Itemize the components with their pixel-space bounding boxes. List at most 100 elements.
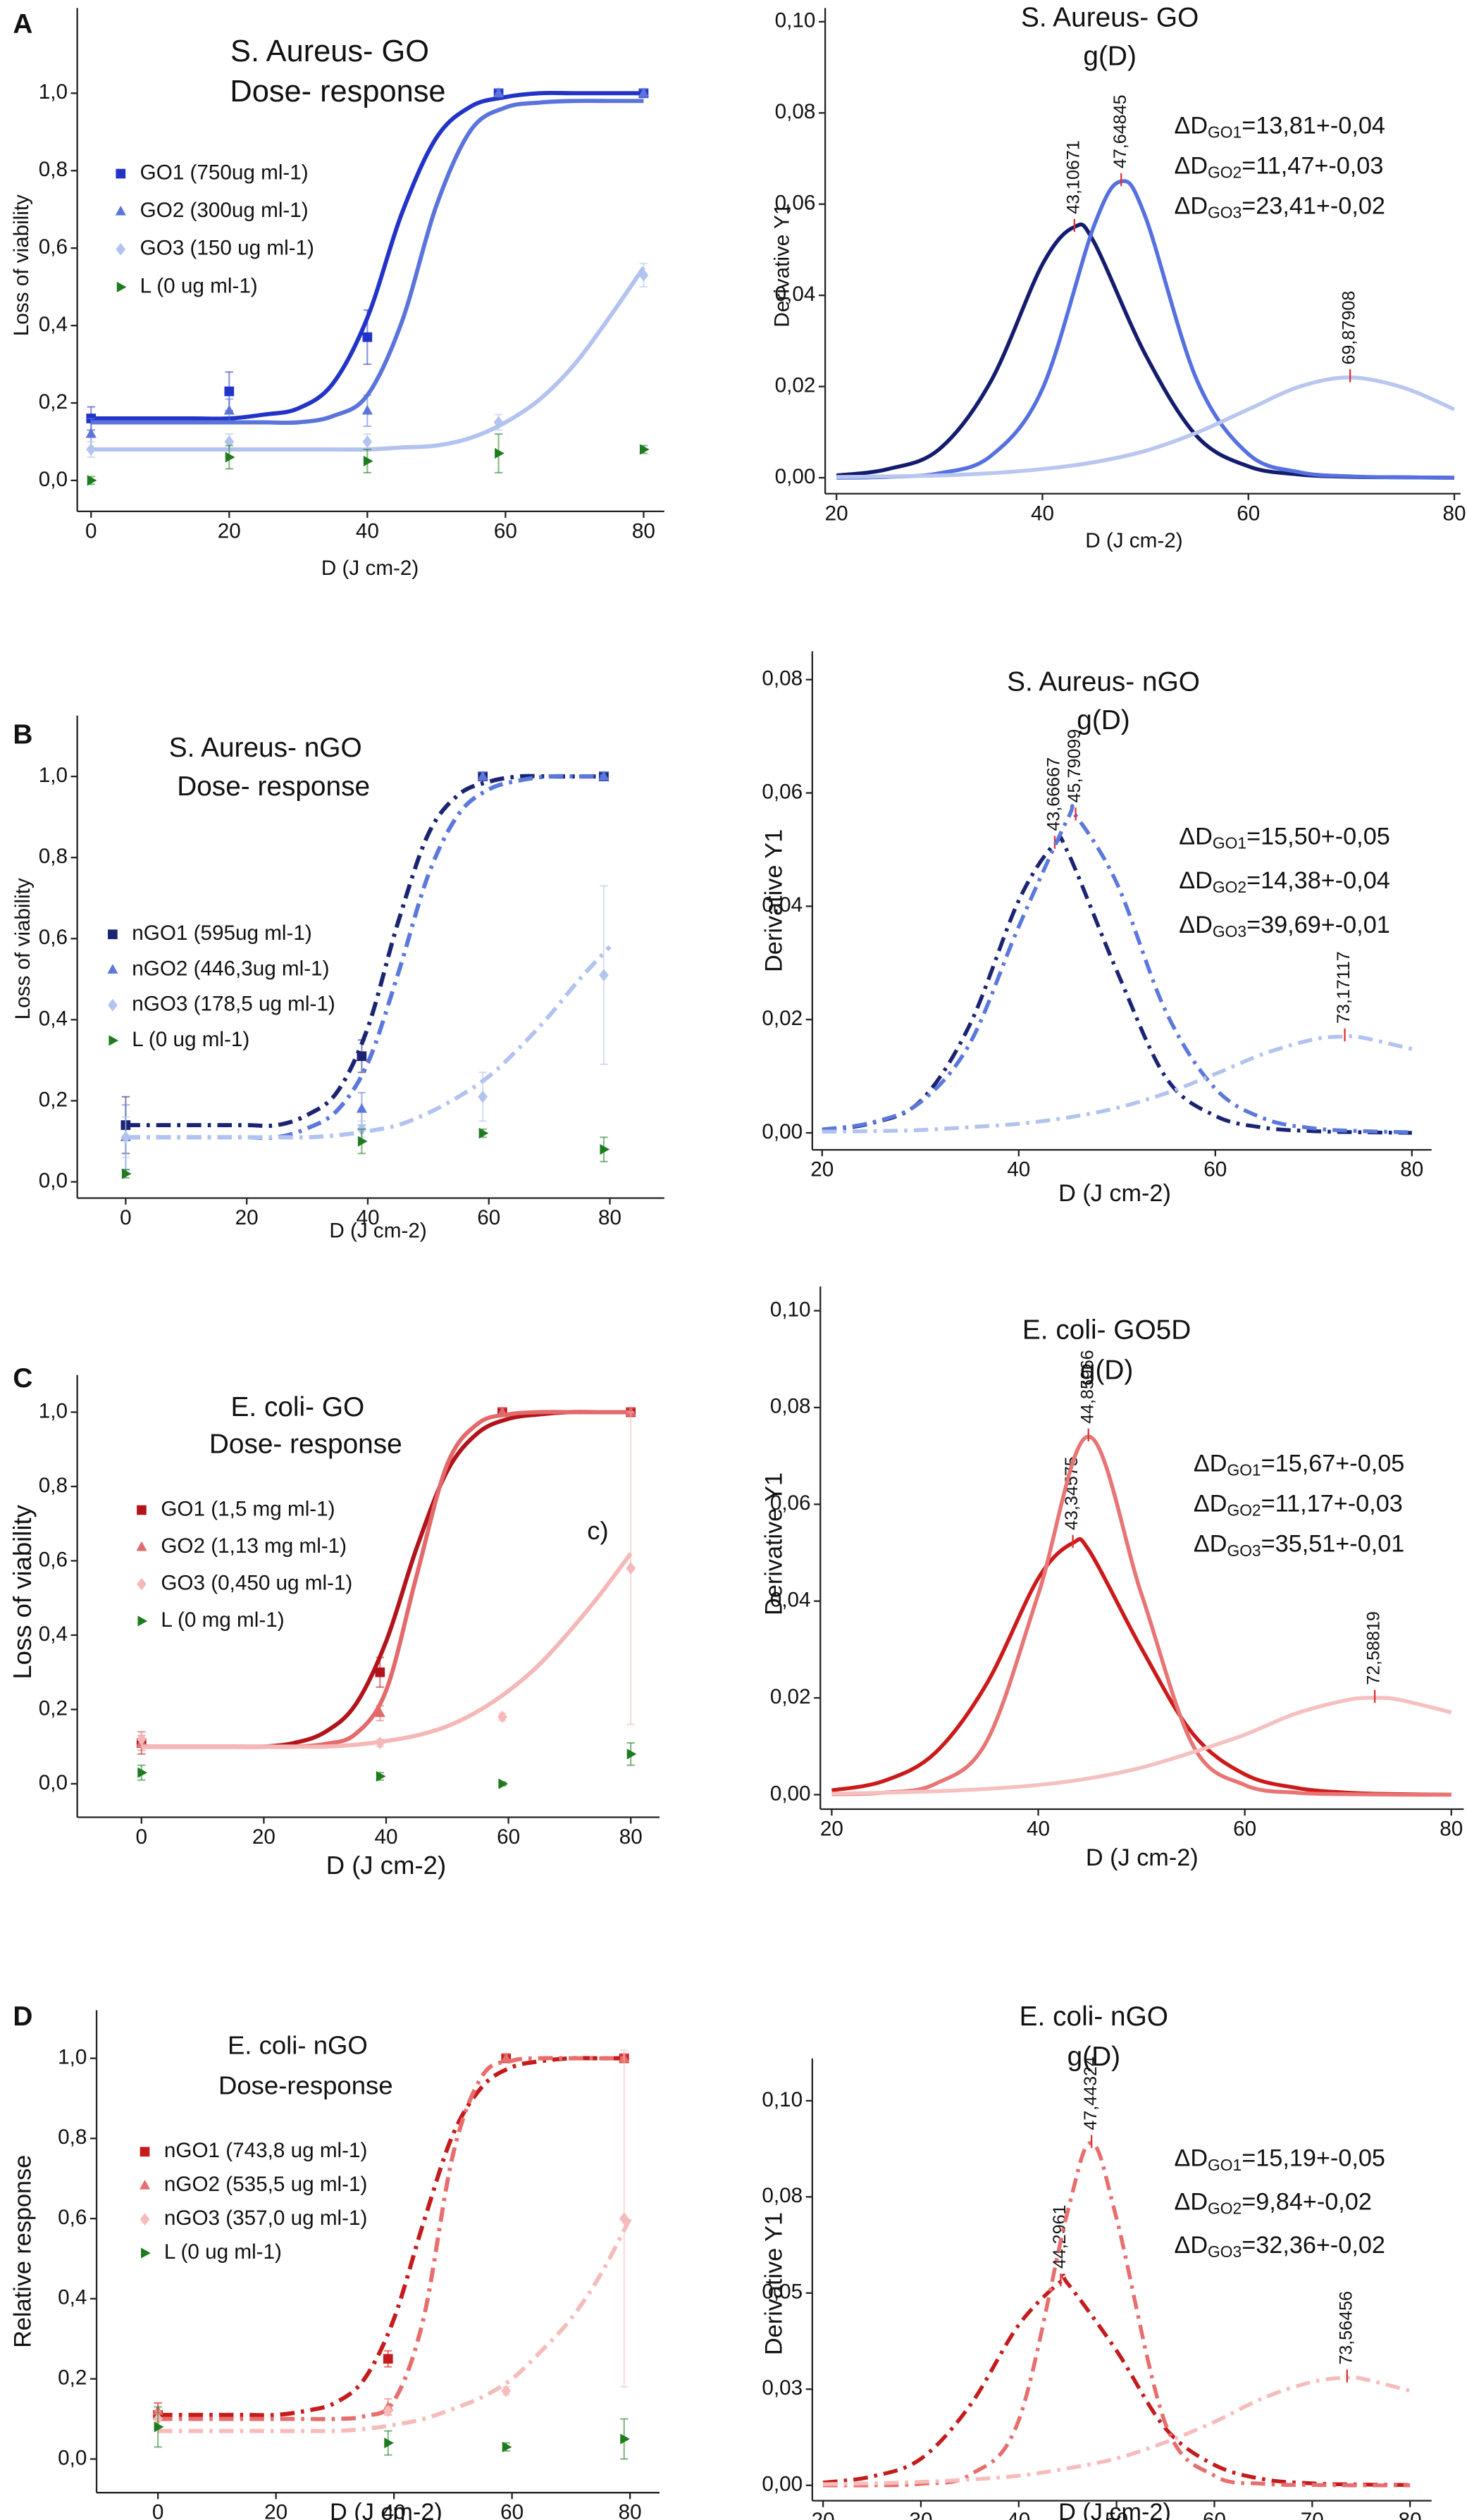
annotation-text: =15,67+-0,05 bbox=[1261, 1451, 1405, 1477]
legend-label: nGO1 (743,8 ug ml-1) bbox=[164, 2139, 367, 2162]
y-axis-label: Derivative Y1 bbox=[771, 204, 794, 328]
x-axis-label: D (J cm-2) bbox=[330, 2499, 442, 2520]
annotation-subscript: GO3 bbox=[1208, 204, 1242, 222]
y-tick-label: 0,08 bbox=[775, 100, 816, 123]
legend-marker bbox=[115, 205, 126, 216]
marker bbox=[500, 2052, 512, 2063]
y-tick-label: 0,03 bbox=[762, 2376, 803, 2400]
y-tick-label: 0,00 bbox=[775, 465, 816, 488]
legend-marker bbox=[107, 964, 118, 974]
y-tick-label: 0,10 bbox=[762, 2088, 803, 2111]
annotation: ΔDGO1=13,81+-0,04 bbox=[1174, 112, 1385, 141]
panel-label: B bbox=[13, 720, 32, 750]
legend-label: nGO3 (178,5 ug ml-1) bbox=[132, 993, 335, 1016]
marker bbox=[223, 404, 235, 415]
x-tick-label: 80 bbox=[619, 2501, 642, 2520]
marker bbox=[137, 1767, 148, 1778]
annotation-symbol: ΔD bbox=[1174, 152, 1208, 179]
x-tick-label: 70 bbox=[1301, 2509, 1324, 2520]
annotation-text: =23,41+-0,02 bbox=[1242, 193, 1385, 220]
legend-label: L (0 ug ml-1) bbox=[140, 274, 258, 297]
legend-marker bbox=[108, 929, 118, 940]
legend-label: nGO3 (357,0 ug ml-1) bbox=[164, 2206, 367, 2230]
marker bbox=[362, 332, 373, 342]
legend-label: L (0 mg ml-1) bbox=[161, 1608, 284, 1632]
derivative-curve bbox=[822, 835, 1412, 1135]
marker bbox=[225, 452, 235, 463]
panel-label: D bbox=[13, 2001, 32, 2032]
y-tick-label: 0,4 bbox=[39, 1007, 68, 1030]
y-tick-label: 1,0 bbox=[39, 80, 68, 104]
legend-marker bbox=[137, 1615, 148, 1627]
derivative-curve bbox=[831, 1537, 1451, 1797]
y-tick-label: 1,0 bbox=[39, 764, 68, 787]
legend-label: nGO2 (446,3ug ml-1) bbox=[132, 957, 329, 980]
annotation-subscript: GO1 bbox=[1208, 2156, 1242, 2174]
fit-curve bbox=[125, 774, 610, 1141]
legend-marker bbox=[137, 1577, 147, 1591]
chart-title: E. coli- nGO bbox=[1020, 2001, 1168, 2032]
marker bbox=[495, 447, 505, 459]
legend-label: GO3 (150 ug ml-1) bbox=[140, 237, 314, 260]
x-tick-label: 60 bbox=[1237, 502, 1260, 525]
y-axis-label: Derivative Y1 bbox=[760, 2212, 787, 2355]
annotation: ΔDGO3=23,41+-0,02 bbox=[1174, 193, 1385, 222]
x-tick-label: 60 bbox=[1233, 1818, 1256, 1841]
marker bbox=[357, 1051, 367, 1062]
legend-marker bbox=[108, 998, 118, 1012]
y-tick-label: 0,8 bbox=[39, 1474, 68, 1497]
y-tick-label: 1,0 bbox=[58, 2045, 87, 2068]
annotation: ΔDGO3=39,69+-0,01 bbox=[1179, 912, 1389, 941]
y-axis-label: Loss of viability bbox=[11, 878, 35, 1019]
annotation-symbol: ΔD bbox=[1174, 2145, 1208, 2172]
annotation: ΔDGO3=35,51+-0,01 bbox=[1194, 1531, 1404, 1560]
y-tick-label: 0,02 bbox=[775, 374, 816, 397]
legend-marker bbox=[140, 2147, 150, 2157]
x-tick-label: 40 bbox=[356, 519, 379, 542]
marker bbox=[121, 1168, 132, 1179]
y-tick-label: 0,02 bbox=[770, 1685, 811, 1708]
x-tick-label: 60 bbox=[500, 2501, 524, 2520]
legend-marker bbox=[116, 168, 126, 179]
derivative-curve bbox=[831, 1696, 1452, 1796]
legend-marker bbox=[116, 281, 127, 292]
y-tick-label: 0,00 bbox=[762, 1120, 803, 1143]
marker bbox=[224, 386, 235, 397]
y-tick-label: 0,4 bbox=[39, 313, 68, 336]
y-axis-label: Relative response bbox=[9, 2155, 36, 2348]
annotation-text: =14,38+-0,04 bbox=[1246, 867, 1390, 894]
legend-label: GO2 (300ug ml-1) bbox=[140, 199, 309, 222]
panel-label: A bbox=[13, 9, 32, 39]
x-tick-label: 30 bbox=[909, 2509, 932, 2520]
y-axis-label: Loss of viability bbox=[10, 194, 33, 336]
annotation: ΔDGO2=9,84+-0,02 bbox=[1174, 2188, 1371, 2217]
annotation: ΔDGO1=15,67+-0,05 bbox=[1194, 1451, 1404, 1479]
annotation-text: =15,19+-0,05 bbox=[1242, 2145, 1385, 2172]
legend-label: nGO1 (595ug ml-1) bbox=[132, 921, 311, 945]
marker bbox=[374, 1707, 385, 1718]
fit-curve bbox=[158, 2056, 631, 2421]
annotation: ΔDGO2=11,17+-0,03 bbox=[1194, 1491, 1403, 1520]
annotation-symbol: ΔD bbox=[1194, 1531, 1227, 1558]
marker bbox=[87, 475, 97, 486]
y-tick-label: 0,0 bbox=[39, 468, 68, 491]
chart-title: Dose- response bbox=[177, 771, 370, 802]
annotation-symbol: ΔD bbox=[1194, 1491, 1227, 1517]
y-tick-label: 0,05 bbox=[762, 2280, 803, 2304]
y-tick-label: 0,00 bbox=[770, 1782, 811, 1805]
y-axis-label: Derivative Y1 bbox=[760, 829, 787, 972]
peak-label: 72,58819 bbox=[1364, 1611, 1384, 1685]
annotation: ΔDGO3=32,36+-0,02 bbox=[1174, 2232, 1385, 2261]
y-tick-label: 0,8 bbox=[39, 845, 68, 868]
marker bbox=[224, 435, 235, 448]
x-axis-label: D (J cm-2) bbox=[1085, 529, 1182, 552]
x-tick-label: 80 bbox=[1400, 1158, 1423, 1181]
annotation-subscript: GO1 bbox=[1208, 123, 1242, 141]
legend-label: GO2 (1,13 mg ml-1) bbox=[161, 1534, 347, 1558]
marker bbox=[376, 1770, 386, 1782]
annotation-text: =11,17+-0,03 bbox=[1261, 1491, 1403, 1517]
annotation-subscript: GO3 bbox=[1227, 1541, 1261, 1560]
y-tick-label: 0,08 bbox=[762, 2184, 803, 2207]
y-tick-label: 0,6 bbox=[58, 2206, 87, 2229]
